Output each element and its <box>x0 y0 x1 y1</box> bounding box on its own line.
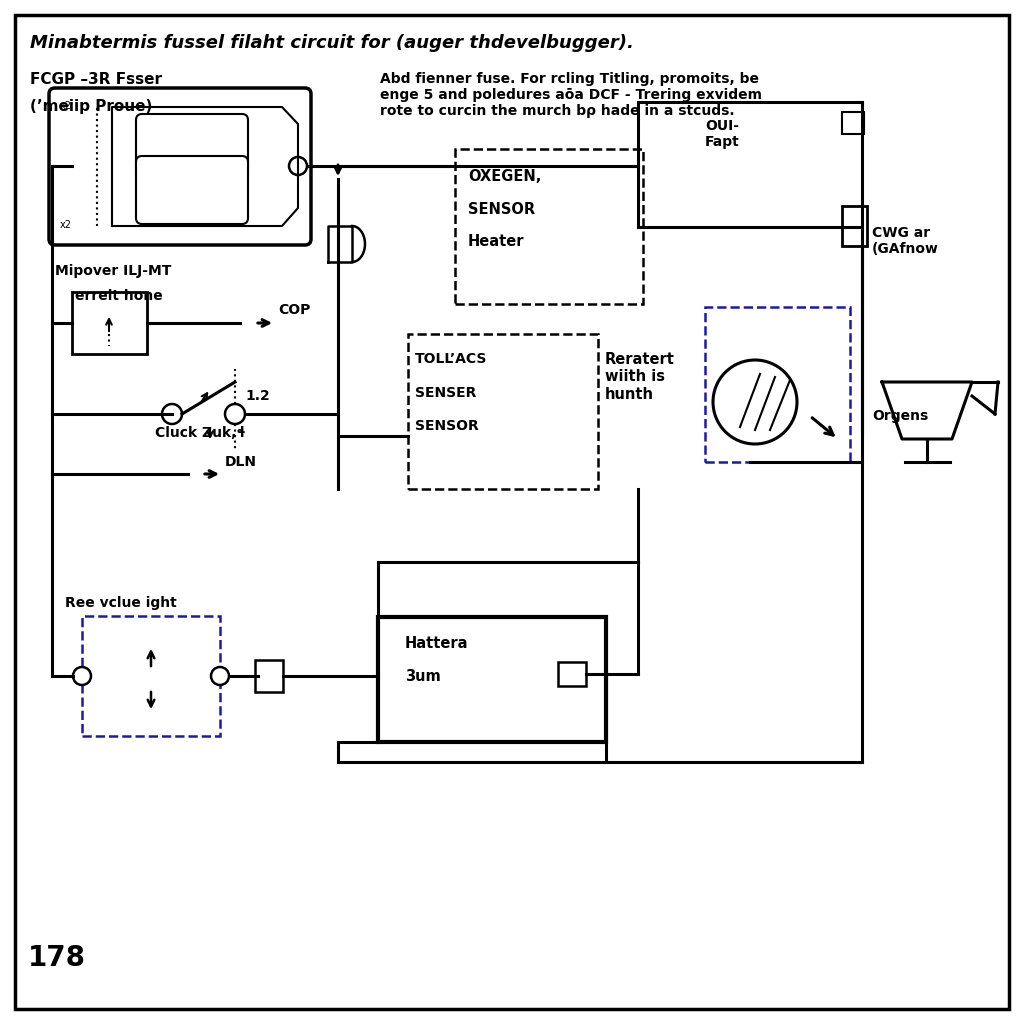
Bar <box>378 617 606 742</box>
Text: Ree vclue ight: Ree vclue ight <box>65 596 177 610</box>
Circle shape <box>225 404 245 424</box>
Text: Hattera: Hattera <box>406 636 469 651</box>
Circle shape <box>211 667 229 685</box>
Text: Minabtermis fussel filaht circuit for (auger thdevelbugger).: Minabtermis fussel filaht circuit for (a… <box>30 34 634 52</box>
Text: Reratert
wiith is
hunth: Reratert wiith is hunth <box>605 352 675 401</box>
FancyBboxPatch shape <box>136 156 248 224</box>
Bar <box>558 662 586 686</box>
Circle shape <box>162 404 182 424</box>
Text: Cluck Zuk,ɬ: Cluck Zuk,ɬ <box>155 426 246 440</box>
Bar <box>82 616 220 736</box>
Text: errelt hone: errelt hone <box>75 289 163 303</box>
Circle shape <box>713 360 797 444</box>
FancyBboxPatch shape <box>49 88 311 245</box>
Text: TOLL’ACS: TOLL’ACS <box>415 352 487 366</box>
Text: OXEGEN,: OXEGEN, <box>468 169 542 184</box>
Text: Abd fienner fuse. For rcling Titling, promoits, be
enge 5 and poledures aōa DCF : Abd fienner fuse. For rcling Titling, pr… <box>380 72 762 119</box>
Text: 1.2: 1.2 <box>245 389 269 403</box>
Circle shape <box>73 667 91 685</box>
Bar <box>72 292 147 354</box>
Bar <box>408 334 598 489</box>
Text: OUI-
Fapt: OUI- Fapt <box>705 119 739 150</box>
Bar <box>842 206 867 246</box>
Text: x2: x2 <box>60 101 72 111</box>
Text: (’meiip Proue): (’meiip Proue) <box>30 99 153 114</box>
Text: 178: 178 <box>28 944 86 972</box>
Text: SENSER: SENSER <box>415 386 476 400</box>
Text: FCGP –3R Fsser: FCGP –3R Fsser <box>30 72 162 87</box>
Text: Heater: Heater <box>468 234 524 249</box>
Bar <box>842 112 864 134</box>
Text: COP: COP <box>278 303 310 317</box>
Bar <box>705 307 850 462</box>
Text: x2: x2 <box>60 220 72 230</box>
Text: SENSOR: SENSOR <box>468 202 536 217</box>
Text: CWG ar
(GAfnow: CWG ar (GAfnow <box>872 226 939 256</box>
Bar <box>255 660 283 692</box>
Bar <box>455 150 643 304</box>
Text: DLN: DLN <box>225 455 257 469</box>
FancyBboxPatch shape <box>136 114 248 182</box>
Text: SENSOR: SENSOR <box>415 419 479 433</box>
Text: Orgens: Orgens <box>872 409 928 423</box>
Text: 3um: 3um <box>406 669 440 684</box>
Circle shape <box>289 157 307 175</box>
Text: Mipover ILJ-MT: Mipover ILJ-MT <box>55 264 171 278</box>
